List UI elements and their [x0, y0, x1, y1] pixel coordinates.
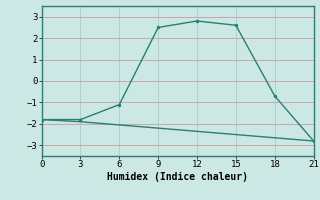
X-axis label: Humidex (Indice chaleur): Humidex (Indice chaleur)	[107, 172, 248, 182]
